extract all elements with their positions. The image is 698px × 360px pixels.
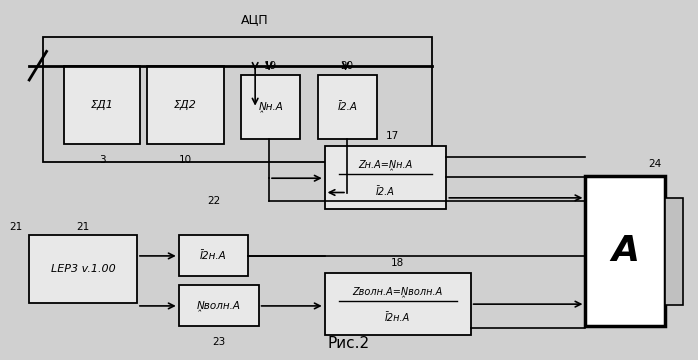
Text: 17: 17	[386, 131, 399, 141]
Text: Ṋволн.А: Ṋволн.А	[197, 301, 241, 311]
Text: АЦП: АЦП	[242, 13, 269, 26]
Text: 22: 22	[207, 197, 220, 206]
FancyBboxPatch shape	[665, 198, 683, 305]
FancyBboxPatch shape	[179, 235, 248, 276]
Text: ΣД2: ΣД2	[174, 100, 197, 110]
Text: 21: 21	[77, 222, 90, 232]
FancyBboxPatch shape	[325, 146, 446, 208]
Text: ΣД1: ΣД1	[91, 100, 114, 110]
FancyBboxPatch shape	[325, 273, 470, 336]
FancyBboxPatch shape	[586, 176, 665, 327]
Text: 23: 23	[212, 337, 225, 347]
Text: 18: 18	[391, 257, 404, 267]
Text: Рис.2: Рис.2	[328, 337, 370, 351]
Text: 19: 19	[264, 61, 277, 71]
Text: 20: 20	[341, 61, 354, 71]
FancyBboxPatch shape	[318, 75, 377, 139]
FancyBboxPatch shape	[29, 235, 137, 303]
Text: Ī2н.А: Ī2н.А	[200, 251, 227, 261]
Text: 21: 21	[9, 222, 22, 232]
FancyBboxPatch shape	[147, 66, 224, 144]
Text: Zволн.А=Ṋволн.А: Zволн.А=Ṋволн.А	[352, 287, 443, 297]
Text: Ī2.А: Ī2.А	[337, 102, 357, 112]
Text: Ṋн.А: Ṋн.А	[258, 102, 283, 112]
FancyBboxPatch shape	[64, 66, 140, 144]
Text: А: А	[611, 234, 639, 269]
Text: Zн.А=Ṋн.А: Zн.А=Ṋн.А	[358, 159, 413, 170]
Text: 10: 10	[179, 155, 192, 165]
Text: 3: 3	[99, 155, 105, 165]
Text: 24: 24	[648, 159, 662, 169]
Text: LEP3 v.1.00: LEP3 v.1.00	[51, 264, 115, 274]
FancyBboxPatch shape	[179, 285, 259, 327]
Text: Ī2н.А: Ī2н.А	[385, 314, 410, 323]
Text: Ī2.А: Ī2.А	[376, 186, 395, 197]
FancyBboxPatch shape	[242, 75, 300, 139]
